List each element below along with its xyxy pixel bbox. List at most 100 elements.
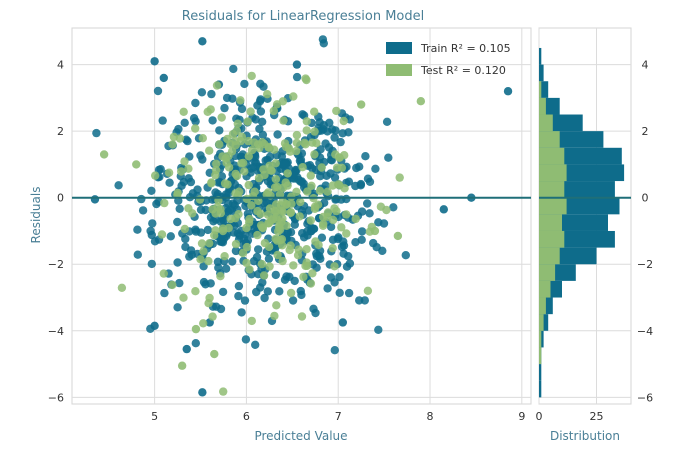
- test-point: [370, 226, 380, 236]
- y-tick-label: 0: [57, 192, 64, 205]
- train-point: [191, 339, 200, 348]
- train-point: [234, 281, 244, 291]
- hist-test-bar: [539, 247, 560, 265]
- train-point: [216, 217, 225, 226]
- test-point: [376, 202, 386, 211]
- train-point: [228, 94, 237, 103]
- train-point: [201, 205, 210, 215]
- test-point: [218, 226, 228, 236]
- test-point: [168, 140, 177, 149]
- test-point: [242, 223, 251, 233]
- hist-test-bar: [539, 264, 556, 281]
- train-point: [260, 293, 269, 303]
- train-point: [138, 206, 148, 215]
- test-point: [277, 206, 286, 215]
- test-point: [335, 181, 344, 190]
- train-point: [240, 79, 249, 89]
- hist-test-bar: [539, 347, 542, 365]
- test-point: [292, 138, 301, 148]
- train-point: [328, 125, 337, 134]
- test-point: [331, 150, 340, 159]
- test-point: [215, 140, 224, 149]
- train-point: [335, 288, 344, 297]
- test-point: [99, 150, 109, 159]
- test-point: [282, 221, 291, 230]
- test-point: [199, 247, 208, 256]
- train-point: [258, 117, 267, 127]
- train-point: [185, 252, 194, 261]
- x-tick-label: 7: [335, 410, 342, 423]
- test-point: [205, 293, 214, 303]
- test-point: [337, 163, 347, 172]
- train-point: [290, 220, 299, 229]
- test-point: [315, 186, 325, 195]
- train-point: [215, 126, 224, 135]
- test-point: [168, 280, 177, 290]
- test-point: [164, 168, 174, 177]
- hist-test-bar: [539, 314, 544, 331]
- test-point: [242, 258, 251, 268]
- test-point: [256, 221, 266, 230]
- test-point: [351, 214, 360, 224]
- train-point: [330, 278, 339, 287]
- train-point: [156, 165, 165, 174]
- train-point: [208, 116, 217, 125]
- train-point: [237, 308, 246, 317]
- test-point: [342, 229, 351, 238]
- train-point: [158, 116, 167, 125]
- test-point: [227, 147, 237, 156]
- test-point: [235, 187, 244, 196]
- train-point: [264, 254, 274, 263]
- test-point: [212, 81, 222, 90]
- hist-train-bar: [539, 64, 544, 82]
- test-point: [395, 173, 404, 182]
- test-point: [236, 96, 245, 105]
- test-point: [242, 242, 252, 252]
- test-point: [217, 113, 226, 122]
- train-point: [335, 272, 344, 282]
- test-point: [283, 181, 292, 190]
- train-point: [191, 227, 201, 236]
- train-point: [263, 287, 272, 296]
- hist-test-bar: [539, 131, 560, 148]
- test-point: [292, 130, 302, 140]
- train-point: [218, 287, 228, 297]
- train-point: [330, 133, 339, 142]
- test-point: [271, 234, 280, 244]
- train-point: [198, 37, 207, 46]
- train-point: [382, 117, 392, 127]
- test-point: [298, 163, 307, 172]
- test-point: [198, 134, 207, 143]
- test-scatter-group: [99, 71, 426, 396]
- train-point: [322, 171, 331, 180]
- test-point: [283, 169, 292, 178]
- test-point: [208, 312, 217, 321]
- test-point: [273, 182, 282, 192]
- hist-test-bar: [539, 164, 567, 182]
- train-point: [133, 225, 142, 234]
- test-point: [250, 138, 259, 147]
- test-point: [302, 126, 311, 135]
- train-point: [224, 199, 233, 208]
- hist-train-bar: [539, 47, 542, 65]
- train-point: [316, 145, 325, 154]
- train-point: [339, 241, 349, 250]
- test-point: [132, 160, 141, 169]
- test-point: [231, 239, 241, 249]
- test-point: [224, 163, 234, 172]
- test-point: [270, 206, 280, 215]
- train-point: [252, 252, 262, 262]
- test-point: [337, 223, 346, 232]
- train-point: [189, 114, 199, 123]
- hist-test-bar: [539, 181, 565, 198]
- y-tick-labels: 4 2 0 −2 −4 −6: [48, 59, 64, 405]
- legend-test-label: Test R² = 0.120: [420, 64, 506, 77]
- test-point: [180, 224, 189, 234]
- test-point: [246, 107, 255, 116]
- train-point: [197, 88, 207, 97]
- hist-x-tick-label: 25: [590, 410, 604, 423]
- test-point: [260, 238, 270, 248]
- test-point: [271, 159, 280, 168]
- x-axis-label: Predicted Value: [254, 429, 347, 443]
- x-tick-label: 6: [243, 410, 250, 423]
